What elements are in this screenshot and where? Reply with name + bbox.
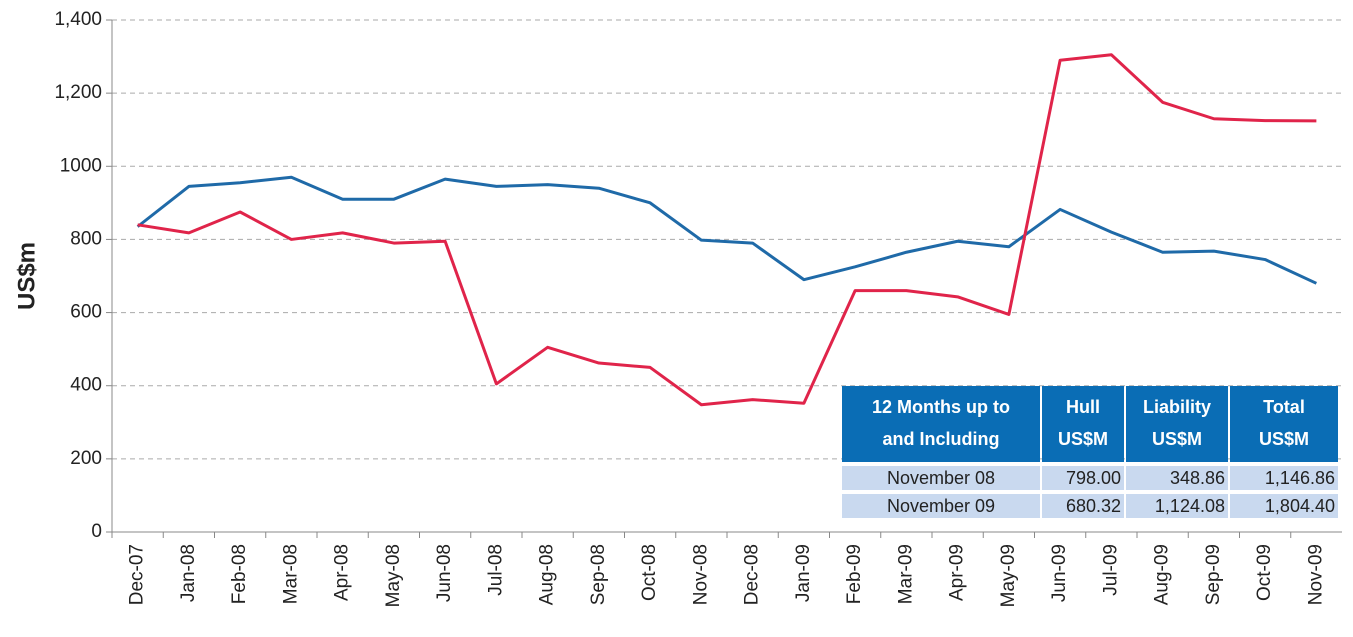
x-tick-label: Oct-09 [1254, 544, 1275, 601]
x-tick-label: Feb-08 [229, 544, 250, 604]
table-header-text: Hull [1066, 397, 1100, 417]
table-cell-text: 1,124.08 [1155, 496, 1225, 516]
table-cell [842, 494, 1040, 518]
table-cell-text: 798.00 [1066, 468, 1121, 488]
table-header-text: US$M [1259, 429, 1309, 449]
x-tick-label: Jul-08 [485, 544, 506, 596]
table-header-text: Liability [1143, 397, 1211, 417]
table-cell-text: 680.32 [1066, 496, 1121, 516]
x-tick-label: Apr-09 [947, 544, 968, 601]
table-header-text: US$M [1058, 429, 1108, 449]
x-tick-label: Dec-07 [127, 544, 148, 605]
x-tick-label: Mar-09 [895, 544, 916, 604]
x-tick-label: Sep-09 [1203, 544, 1224, 605]
table-cell [842, 466, 1040, 490]
table-cell-text: November 09 [887, 496, 995, 516]
x-tick-label: Jun-09 [1049, 544, 1070, 602]
x-tick-label: May-08 [383, 544, 404, 607]
table-header-cell [1230, 386, 1338, 462]
table-header-cell [842, 386, 1040, 462]
x-tick-label: Jun-08 [434, 544, 455, 602]
x-tick-label: Apr-08 [332, 544, 353, 601]
table-header-text: US$M [1152, 429, 1202, 449]
y-tick-label: 1,200 [54, 82, 102, 103]
table-header-text: and Including [883, 429, 1000, 449]
table-cell [1230, 494, 1338, 518]
table-cell-text: November 08 [887, 468, 995, 488]
x-tick-label: Nov-08 [690, 544, 711, 605]
table-header-cell [1126, 386, 1228, 462]
table-header-cell [1042, 386, 1124, 462]
table-cell [1230, 466, 1338, 490]
x-tick-label: Nov-09 [1305, 544, 1326, 605]
x-tick-label: Sep-08 [588, 544, 609, 605]
line-series [137, 53, 1317, 407]
table-cell-text: 1,146.86 [1265, 468, 1335, 488]
x-tick-label: May-09 [998, 544, 1019, 607]
table-header-text: 12 Months up to [872, 397, 1010, 417]
x-tick-label: Oct-08 [639, 544, 660, 601]
table-cell-text: 348.86 [1170, 468, 1225, 488]
table-cell [1042, 466, 1124, 490]
x-tick-label: Dec-08 [742, 544, 763, 605]
table-cell [1042, 494, 1124, 518]
y-tick-label: 1000 [60, 155, 102, 176]
x-tick-label: Feb-09 [844, 544, 865, 604]
table-header-text: Total [1263, 397, 1305, 417]
table-cell [1126, 466, 1228, 490]
y-tick-label: 800 [70, 228, 102, 249]
y-tick-label: 200 [70, 448, 102, 469]
x-tick-label: Aug-09 [1152, 544, 1173, 605]
x-tick-label: Mar-08 [280, 544, 301, 604]
x-tick-label: Aug-08 [537, 544, 558, 605]
x-tick-label: Jan-08 [178, 544, 199, 602]
table-cell [1126, 494, 1228, 518]
y-axis-label: US$m [13, 242, 40, 310]
y-tick-label: 600 [70, 302, 102, 323]
x-tick-label: Jul-09 [1100, 544, 1121, 596]
y-tick-label: 400 [70, 375, 102, 396]
line-series [136, 175, 1318, 285]
y-tick-label: 0 [91, 521, 102, 542]
x-tick-label: Jan-09 [793, 544, 814, 602]
y-tick-label: 1,400 [54, 9, 102, 30]
table-cell-text: 1,804.40 [1265, 496, 1335, 516]
